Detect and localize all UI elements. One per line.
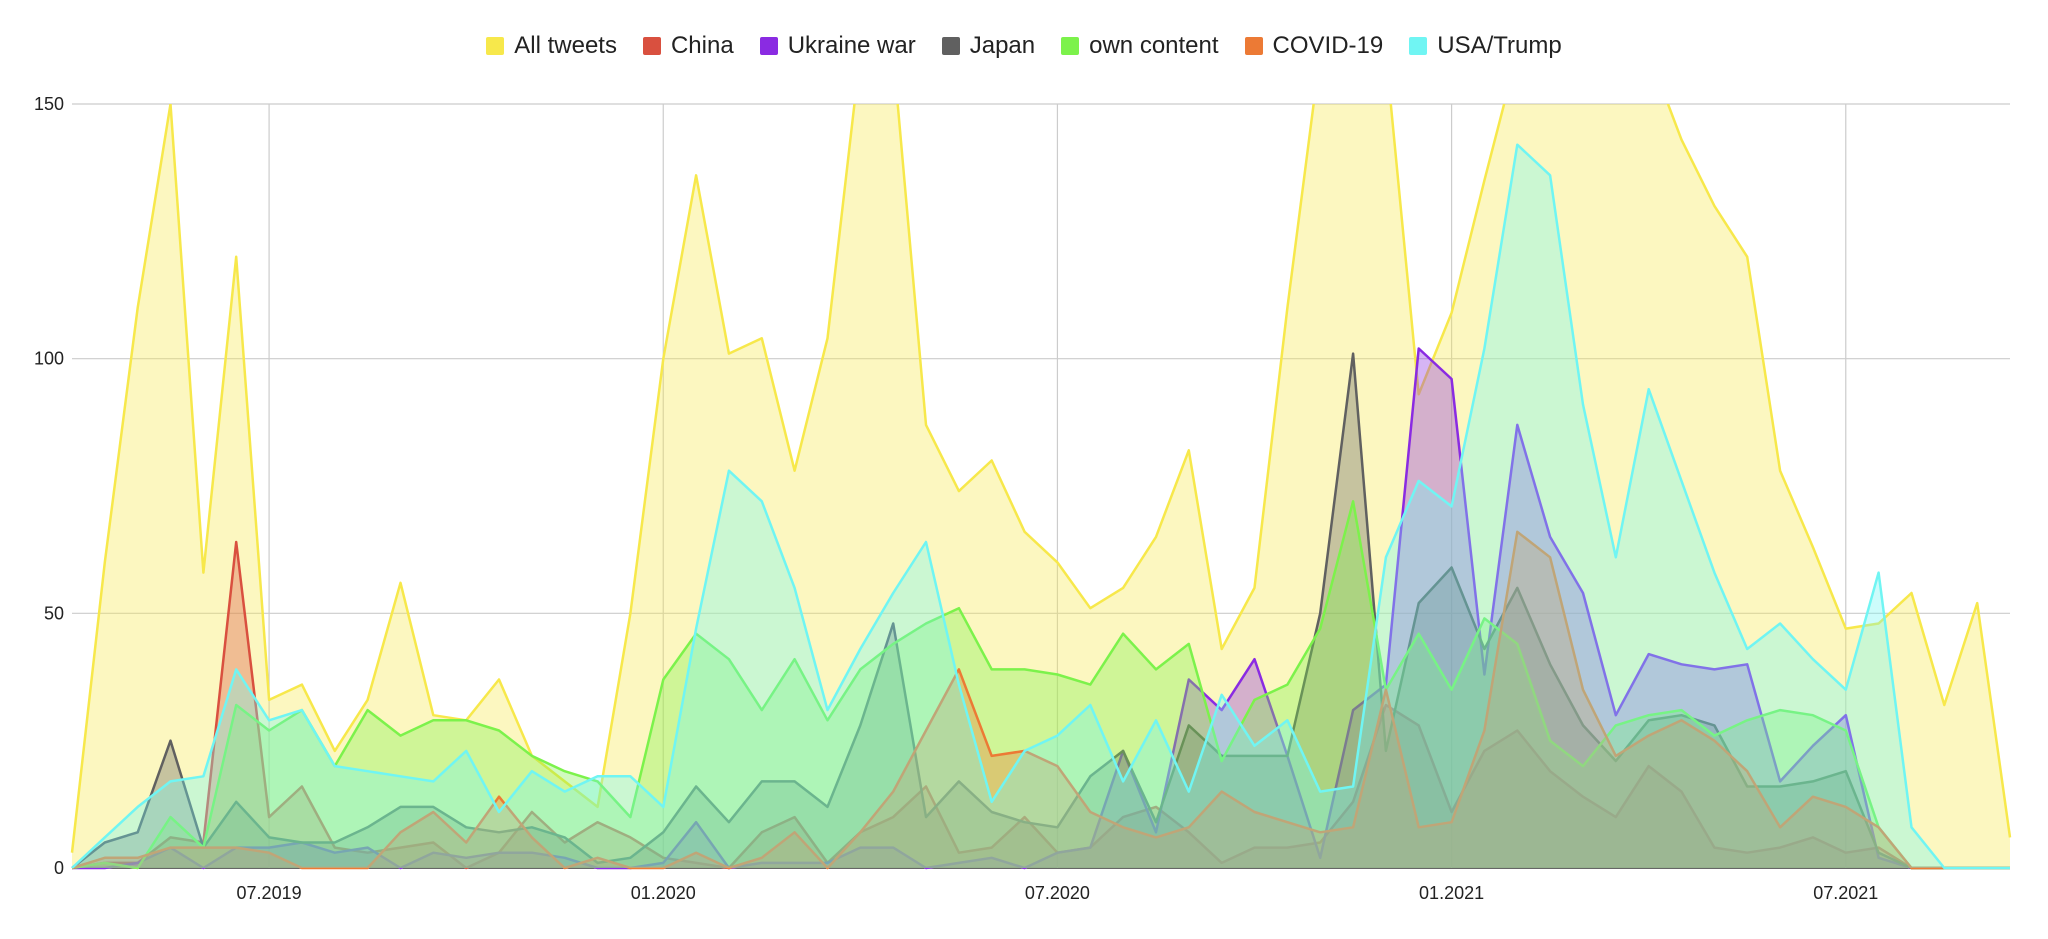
series-line-covid-19 (71, 530, 2010, 870)
legend-swatch (1061, 37, 1080, 55)
x-tick-label: 01.2021 (1419, 883, 1484, 903)
legend-label: USA/Trump (1437, 32, 1562, 59)
legend-swatch (941, 37, 960, 55)
x-tick-label: 07.2020 (1025, 883, 1090, 903)
series-line-ukraine-war (72, 347, 2010, 870)
series-area-china (72, 542, 2010, 868)
legend-swatch (759, 37, 778, 55)
legend-label: COVID-19 (1272, 32, 1384, 59)
y-tick-label: 0 (54, 858, 64, 878)
series-line-own-content (71, 500, 2010, 870)
legend-item-usa-trump[interactable]: USA/Trump (1409, 32, 1562, 60)
y-tick-label: 50 (44, 603, 64, 623)
legend-label: Japan (969, 32, 1036, 59)
x-tick-label: 07.2021 (1813, 883, 1878, 903)
legend-item-all-tweets[interactable]: All tweets (486, 32, 617, 60)
series-area-japan (72, 353, 2010, 869)
legend-item-ukraine-war[interactable]: Ukraine war (759, 32, 916, 60)
y-tick-label: 100 (34, 349, 64, 369)
legend-label: China (670, 32, 734, 59)
legend-label: Ukraine war (787, 32, 916, 59)
series-area-ukraine-war (72, 348, 2010, 868)
series-area-covid-19 (72, 531, 2010, 868)
series-line-all-tweets (70, 104, 2012, 853)
legend-item-china[interactable]: China (642, 32, 734, 60)
y-tick-label: 150 (34, 94, 64, 114)
legend-label: All tweets (514, 32, 617, 59)
legend-item-japan[interactable]: Japan (941, 32, 1036, 60)
series-group (70, 104, 2012, 870)
legend-label: own content (1089, 32, 1219, 59)
series-area-usa-trump (72, 144, 2010, 868)
series-area-all-tweets (72, 104, 2010, 868)
series-line-china (71, 540, 2010, 870)
x-tick-label: 01.2020 (631, 883, 696, 903)
legend-item-covid-19[interactable]: COVID-19 (1244, 32, 1384, 60)
chart-legend: All tweets China Ukraine war Japan own conte… (0, 32, 2048, 60)
series-line-japan (71, 352, 2010, 870)
x-tick-label: 07.2019 (237, 883, 302, 903)
legend-swatch (486, 37, 505, 55)
legend-swatch (1244, 37, 1263, 55)
legend-item-own-content[interactable]: own content (1061, 32, 1219, 60)
series-area-own-content (72, 501, 2010, 868)
legend-swatch (642, 37, 661, 55)
legend-swatch (1409, 37, 1428, 55)
series-line-usa-trump (71, 143, 2010, 870)
